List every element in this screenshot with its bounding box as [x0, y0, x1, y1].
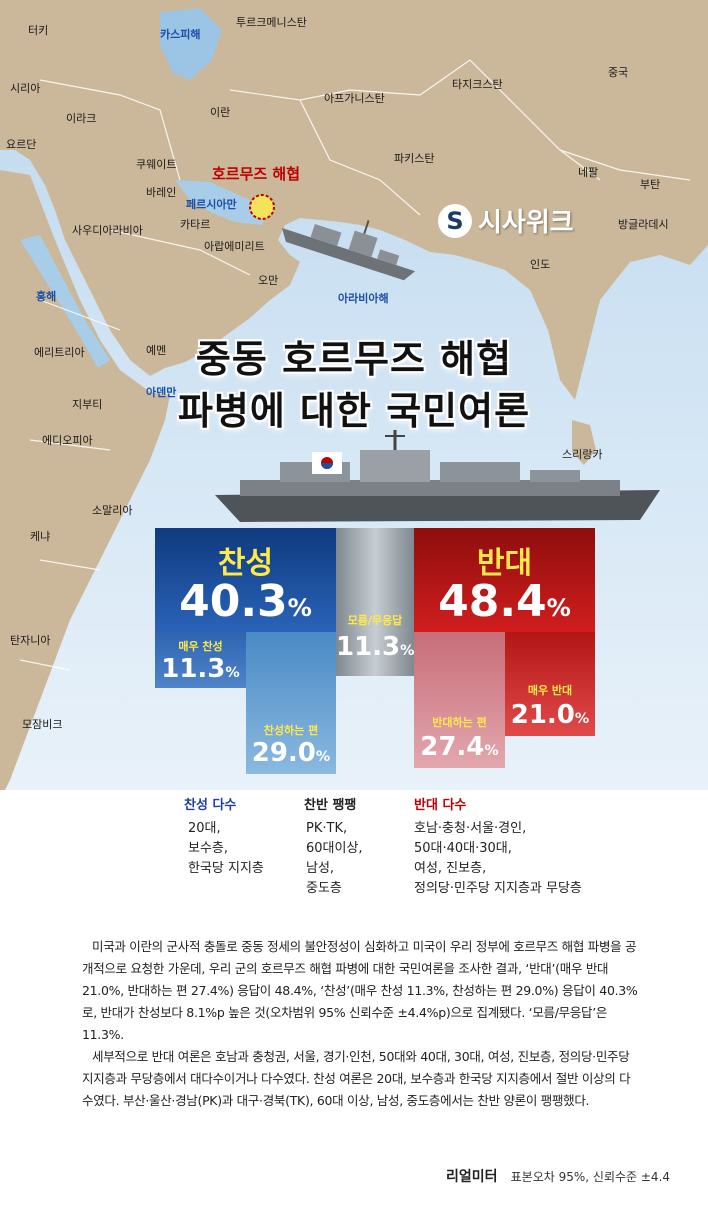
group-even-item: PK·TK, — [306, 821, 348, 836]
group-even-item: 남성, — [306, 861, 335, 876]
map-label-qatar: 카타르 — [180, 218, 211, 231]
title-line-2: 파병에 대한 국민여론 — [177, 389, 531, 433]
bar-strong-oppose-value: 21.0% — [510, 700, 590, 730]
bar-some-oppose-value: 27.4% — [420, 732, 499, 762]
map-label-yemen: 예멘 — [146, 344, 167, 357]
map-label-eritrea: 에리트리아 — [34, 346, 85, 359]
bar-some-oppose-label: 반대하는 편 — [432, 716, 487, 729]
group-oppose-item: 정의당·민주당 지지층과 무당층 — [414, 881, 582, 896]
source-line: 리얼미터 표본오차 95%, 신뢰수준 ±4.4 — [446, 1166, 670, 1186]
map-label-kenya: 케냐 — [30, 530, 51, 543]
bar-favor: 찬성 40.3% — [155, 528, 336, 632]
map-label-uae: 아랍에미리트 — [204, 240, 265, 253]
map-label-somalia: 소말리아 — [92, 504, 133, 517]
map-label-srilanka: 스리랑카 — [562, 448, 603, 461]
source-note: 표본오차 95%, 신뢰수준 ±4.4 — [510, 1170, 671, 1184]
bar-oppose: 반대 48.4% — [414, 528, 595, 632]
bar-strong-favor-label: 매우 찬성 — [178, 640, 223, 653]
group-favor-heading: 찬성 다수 — [184, 798, 237, 813]
map-label-iraq: 이라크 — [66, 112, 97, 125]
bar-strong-oppose: 매우 반대 21.0% — [505, 632, 595, 736]
map-label-saudi: 사우디아라비아 — [72, 224, 143, 237]
map-label-arabiansea: 아라비아해 — [338, 292, 389, 305]
map-label-india: 인도 — [530, 258, 551, 271]
hormuz-label: 호르무즈 해협 — [212, 165, 301, 183]
group-oppose-heading: 반대 다수 — [414, 798, 467, 813]
bar-favor-value: 40.3% — [179, 576, 312, 627]
group-favor-item: 한국당 지지층 — [188, 861, 264, 876]
bar-some-favor-value: 29.0% — [251, 738, 331, 768]
map-label-china: 중국 — [608, 66, 629, 79]
logo-s-icon: S — [438, 203, 472, 238]
group-favor: 찬성 다수 20대, 보수층, 한국당 지지층 — [184, 794, 264, 879]
map-label-pakistan: 파키스탄 — [394, 152, 435, 165]
group-favor-item: 20대, — [188, 821, 221, 836]
map-label-turkey: 터키 — [28, 24, 49, 37]
group-oppose-item: 여성, 진보층, — [414, 861, 487, 876]
bar-favor-label: 찬성 — [217, 546, 274, 581]
logo-text: 시사위크 — [478, 208, 574, 238]
article-paragraph: 미국과 이란의 군사적 충돌로 중동 정세의 불안정성이 심화하고 미국이 우리… — [82, 939, 638, 1042]
map-label-bangladesh: 방글라데시 — [618, 218, 669, 231]
map-label-iran: 이란 — [210, 106, 231, 119]
map-label-kuwait: 쿠웨이트 — [136, 158, 177, 171]
map-label-afghanistan: 아프가니스탄 — [324, 92, 385, 105]
group-even: 찬반 팽팽 PK·TK, 60대이상, 남성, 중도층 — [304, 794, 363, 899]
bar-strong-oppose-label: 매우 반대 — [527, 684, 573, 697]
map-label-djibouti: 지부티 — [72, 398, 103, 411]
group-even-item: 60대이상, — [306, 841, 363, 856]
map-label-gulf: 페르시아만 — [186, 198, 237, 211]
map-label-syria: 시리아 — [10, 82, 41, 95]
bar-strong-favor: 매우 찬성 11.3% — [155, 632, 246, 688]
map-label-tanzania: 탄자니아 — [10, 634, 51, 647]
bar-oppose-label: 반대 — [476, 546, 533, 581]
bar-some-favor-label: 찬성하는 편 — [263, 724, 319, 737]
map-label-mozambique: 모잠비크 — [22, 718, 63, 731]
map-label-aden: 아덴만 — [146, 386, 177, 399]
bar-neutral: 모름/무응답 11.3% — [336, 528, 414, 676]
map-label-oman: 오만 — [258, 274, 279, 287]
group-oppose-item: 50대·40대·30대, — [414, 841, 512, 856]
group-oppose-item: 호남·충청·서울·경인, — [414, 821, 527, 836]
map-label-nepal: 네팔 — [578, 166, 599, 179]
group-even-heading: 찬반 팽팽 — [304, 798, 357, 813]
article-paragraph: 세부적으로 반대 여론은 호남과 충청권, 서울, 경기·인천, 50대와 40… — [82, 1049, 631, 1108]
group-favor-item: 보수층, — [188, 841, 229, 856]
map-label-bhutan: 부탄 — [640, 178, 661, 191]
map-label-caspian: 카스피해 — [160, 28, 201, 41]
map-label-ethiopia: 에디오피아 — [42, 434, 93, 447]
bar-strong-favor-value: 11.3% — [161, 654, 240, 684]
map-label-bahrain: 바레인 — [146, 186, 177, 199]
group-even-item: 중도층 — [306, 881, 342, 896]
bar-neutral-value: 11.3% — [336, 632, 415, 662]
bar-some-oppose: 반대하는 편 27.4% — [414, 632, 505, 768]
bar-neutral-label: 모름/무응답 — [347, 614, 403, 627]
article-body: 미국과 이란의 군사적 충돌로 중동 정세의 불안정성이 심화하고 미국이 우리… — [82, 936, 640, 1112]
source-name: 리얼미터 — [446, 1169, 498, 1185]
title-line-1: 중동 호르무즈 해협 — [195, 337, 513, 381]
group-oppose: 반대 다수 호남·충청·서울·경인, 50대·40대·30대, 여성, 진보층,… — [414, 794, 582, 899]
map-label-tajikistan: 타지크스탄 — [452, 78, 503, 91]
bar-some-favor: 찬성하는 편 29.0% — [246, 632, 336, 774]
sisaweek-logo: S 시사위크 — [438, 202, 574, 239]
map-label-jordan: 요르단 — [6, 138, 37, 151]
map-label-turkmenistan: 투르크메니스탄 — [236, 16, 307, 29]
bar-oppose-value: 48.4% — [438, 576, 571, 627]
map-label-redsea: 홍해 — [36, 290, 57, 303]
